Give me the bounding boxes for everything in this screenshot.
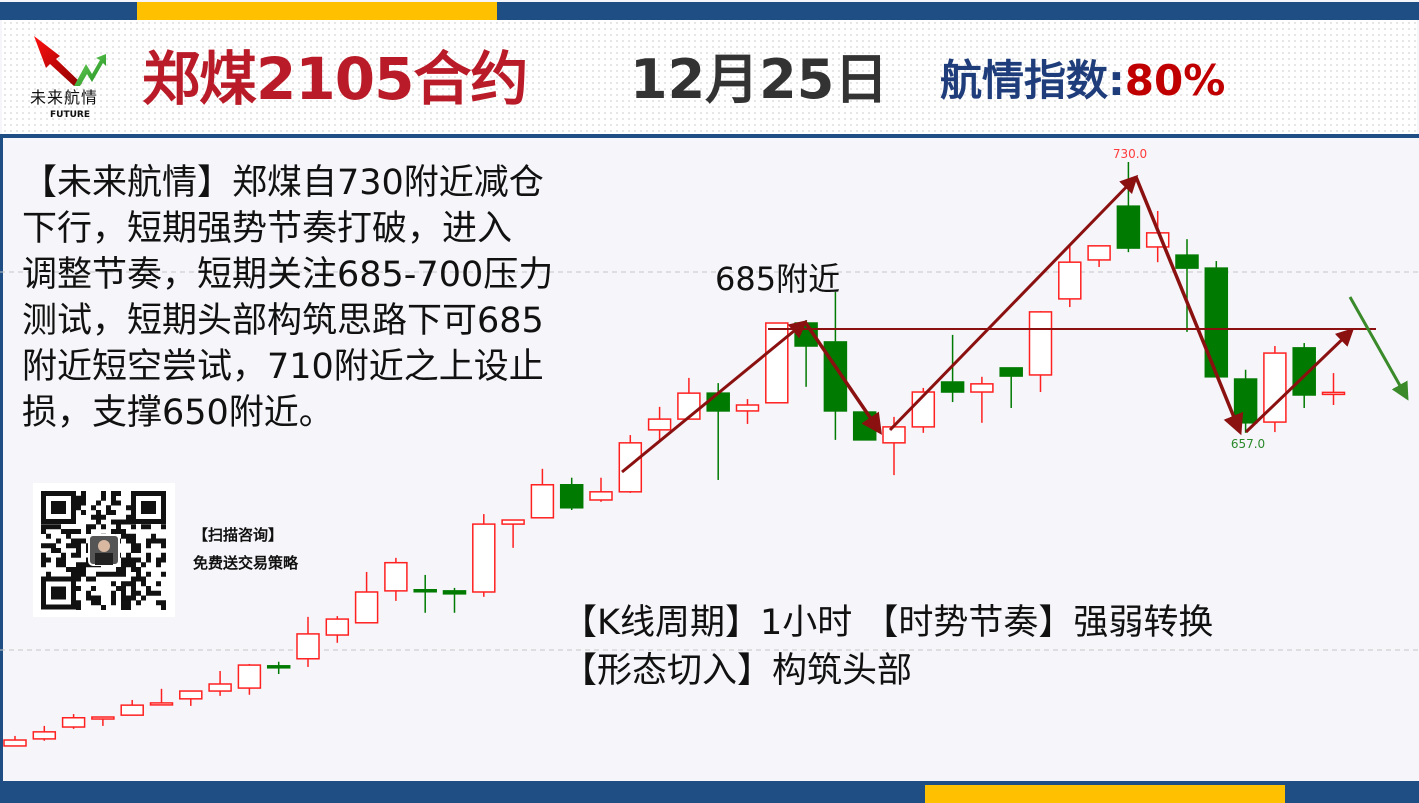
candle-body bbox=[1204, 267, 1229, 378]
candlestick-chart: 730.0 657.0 bbox=[0, 147, 1419, 747]
candle-body bbox=[325, 618, 350, 636]
trend-arrow bbox=[803, 321, 882, 435]
analysis-line: 【未来航情】郑煤自730附近减仓 bbox=[22, 163, 544, 203]
candle-body bbox=[589, 491, 613, 501]
candle-body bbox=[1058, 261, 1082, 300]
candle-body bbox=[1028, 311, 1053, 376]
candle-body bbox=[501, 519, 525, 525]
candle-body bbox=[647, 418, 672, 431]
candle-body bbox=[530, 484, 555, 519]
candle-body bbox=[61, 717, 86, 728]
qr-code bbox=[33, 483, 175, 617]
pattern-info: 【形态切入】构筑头部 bbox=[562, 651, 913, 691]
candle-body bbox=[1263, 352, 1287, 423]
candle-body bbox=[735, 404, 760, 412]
trend-arrow bbox=[888, 174, 1139, 432]
candle-body bbox=[237, 664, 262, 689]
candle-body bbox=[208, 683, 232, 692]
candle-body bbox=[559, 484, 584, 509]
candle-body bbox=[1175, 254, 1199, 269]
trend-arrow bbox=[1134, 176, 1244, 436]
candle-body bbox=[413, 589, 437, 593]
trend-arrow bbox=[1244, 327, 1355, 434]
qr-pattern bbox=[41, 491, 166, 610]
candle-body bbox=[999, 367, 1023, 377]
candle-body bbox=[120, 704, 144, 716]
candle-body bbox=[1087, 245, 1111, 261]
candle-body bbox=[677, 392, 701, 420]
candle-body bbox=[296, 633, 320, 660]
left-border bbox=[0, 138, 3, 783]
kline-period-info: 【K线周期】1小时 【时势节奏】强弱转换 bbox=[562, 603, 1214, 643]
scan-subtitle: 免费送交易策略 bbox=[193, 554, 299, 572]
analysis-line: 调整节奏，短期关注685-700压力 bbox=[22, 255, 554, 295]
analysis-line: 附近短空尝试，710附近之上设止 bbox=[22, 347, 544, 387]
logo-subtext: FUTURE bbox=[50, 110, 90, 120]
high-label: 730.0 bbox=[1113, 147, 1147, 161]
candle-body bbox=[354, 591, 379, 624]
candle-body bbox=[618, 442, 643, 493]
candle-body bbox=[266, 665, 291, 669]
trend-arrow bbox=[621, 320, 808, 474]
candle-body bbox=[1233, 378, 1258, 424]
index-label: 航情指数: bbox=[940, 56, 1125, 105]
candle-body bbox=[3, 739, 27, 747]
candle-body bbox=[882, 426, 906, 444]
candle-body bbox=[442, 590, 467, 595]
candle-body bbox=[472, 523, 496, 593]
forecast-arrow bbox=[1348, 296, 1409, 401]
bottom-accent-bar bbox=[925, 785, 1285, 803]
candle-body bbox=[765, 322, 789, 404]
analysis-line: 损，支撑650附近。 bbox=[22, 393, 334, 433]
candle-body bbox=[1321, 391, 1346, 396]
index-display: 航情指数:80% bbox=[940, 56, 1225, 106]
header-divider bbox=[0, 134, 1419, 138]
scan-label: 【扫描咨询】 bbox=[193, 526, 284, 544]
analysis-line: 测试，短期头部构筑思路下可685 bbox=[22, 301, 544, 341]
candle-body bbox=[384, 561, 408, 592]
date: 12月25日 bbox=[630, 48, 889, 111]
top-accent-bar bbox=[137, 2, 497, 20]
candle-body bbox=[91, 716, 115, 720]
page-title: 郑煤2105合约 bbox=[142, 45, 528, 113]
candle-body bbox=[970, 383, 994, 393]
candle-body bbox=[706, 392, 730, 412]
candle-body bbox=[179, 690, 203, 700]
candle-body bbox=[1116, 205, 1141, 249]
candle-body bbox=[32, 731, 57, 740]
resistance-annotation: 685附近 bbox=[715, 260, 841, 298]
candle-body bbox=[852, 411, 877, 441]
analysis-line: 下行，短期强势节奏打破，进入 bbox=[22, 209, 513, 249]
low-label: 657.0 bbox=[1231, 437, 1265, 451]
analysis-text: 【未来航情】郑煤自730附近减仓 下行，短期强势节奏打破，进入 调整节奏，短期关… bbox=[22, 160, 553, 436]
candle-body bbox=[149, 702, 174, 706]
index-value: 80% bbox=[1124, 56, 1226, 105]
candle-body bbox=[1292, 347, 1316, 396]
logo-text: 未来航情 bbox=[30, 88, 99, 107]
header: 未来航情 FUTURE 郑煤2105合约 12月25日 航情指数:80% bbox=[2, 20, 1417, 134]
logo-arrow-icon bbox=[34, 36, 106, 86]
candle-body bbox=[940, 381, 965, 393]
